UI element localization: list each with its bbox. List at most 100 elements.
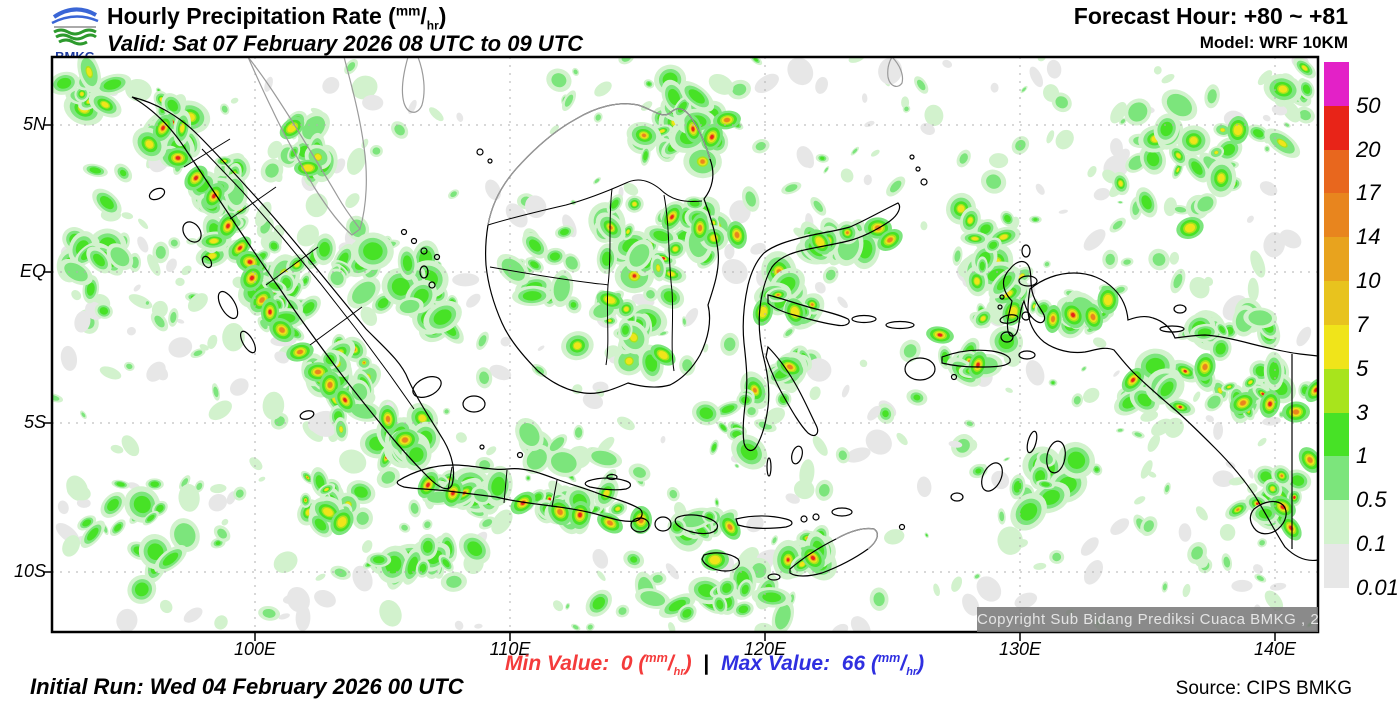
island-obi [1018, 350, 1036, 360]
legend-label-5: 5 [1356, 355, 1369, 381]
min-value-label: Min Value: [505, 652, 610, 675]
border-sumatra-ridge [201, 148, 415, 410]
border-sumatra-cross2 [229, 186, 277, 220]
island-buru [904, 357, 936, 381]
xlabel-100e: 100E [233, 639, 277, 659]
legend-label-0.1: 0.1 [1356, 531, 1387, 557]
border-sumatra-cross1 [183, 138, 231, 168]
border-sumatra-cross3 [265, 246, 319, 286]
min-unit-numerator: mm [645, 651, 668, 665]
legend-color-3 [1324, 368, 1349, 413]
legend-label-50: 50 [1356, 92, 1381, 118]
island-misool [999, 314, 1019, 324]
legend-label-14: 14 [1356, 224, 1381, 250]
island-natuna-2 [487, 158, 493, 164]
map-border [50, 55, 1320, 634]
island-talaud-2 [915, 166, 921, 172]
island-yos-sudarso [1249, 500, 1287, 535]
island-leti [898, 523, 906, 531]
legend-color-1 [1324, 412, 1349, 457]
island-karimunjawa [479, 444, 485, 450]
island-riau-2 [410, 237, 418, 245]
logo-green-wave2 [55, 33, 97, 41]
legend-label-0.5: 0.5 [1356, 487, 1387, 513]
border-java-3 [551, 479, 558, 508]
island-sumbawa [674, 514, 719, 535]
map-svg [43, 55, 1320, 641]
island-seram [941, 349, 1011, 368]
island-sumba [701, 552, 740, 572]
legend-color-10 [1324, 237, 1349, 282]
island-ternate [999, 294, 1005, 300]
island-wetar [831, 507, 853, 517]
border-kalimantan-3 [489, 266, 609, 286]
source-label: Source: CIPS BMKG [1175, 678, 1352, 699]
page-title-text: Hourly Precipitation Rate [107, 3, 382, 29]
initial-run-label: Initial Run: Wed 04 February 2026 00 UTC [30, 674, 464, 699]
island-sula [885, 320, 915, 330]
island-lombok [654, 516, 672, 532]
island-lingga [419, 265, 429, 279]
island-bawean [516, 451, 524, 459]
min-value: Min Value: 0 (mm/hr) [505, 651, 692, 679]
island-waigeo [1018, 275, 1038, 287]
island-enggano [299, 410, 315, 420]
max-unit-denominator: hr [906, 666, 918, 679]
max-value-label: Max Value: [721, 652, 831, 675]
island-sulawesi [742, 202, 901, 452]
border-kalimantan-malaysia [487, 179, 703, 226]
legend-label-3: 3 [1356, 399, 1369, 425]
xlabel-140e: 140E [1253, 639, 1297, 659]
logo-green-wave1 [53, 28, 97, 36]
legend-label-10: 10 [1356, 268, 1381, 294]
legend-color-0.01 [1324, 544, 1349, 588]
copyright-watermark: Copyright Sub Bidang Prediksi Cuaca BMKG… [977, 607, 1318, 632]
island-kai [1026, 430, 1038, 454]
minmax-line: Min Value: 0 (mm/hr) | Max Value: 66 (mm… [505, 651, 924, 678]
valid-time-line: Valid: Sat 07 February 2026 08 UTC to 09… [107, 31, 584, 56]
island-riau-1 [400, 228, 408, 236]
island-bacan [1000, 331, 1014, 343]
page-title: Hourly Precipitation Rate (mm/hr) [107, 3, 447, 33]
island-belitung [462, 395, 486, 413]
coast-mindanao-tip [887, 57, 904, 87]
logo-green-wave3 [58, 38, 88, 46]
island-tidore [997, 304, 1003, 310]
island-nias [182, 221, 202, 243]
legend-color-bar [1324, 62, 1400, 588]
island-riau-4 [433, 253, 441, 261]
islands-layer [131, 57, 1318, 581]
island-morotai [1021, 244, 1031, 258]
ylabel-10s: 10S [13, 561, 46, 581]
island-sulawesi-se-arm [765, 345, 819, 437]
island-alor-1 [800, 515, 808, 523]
min-value-number: 0 [620, 652, 633, 675]
legend-label-0.01: 0.01 [1356, 574, 1399, 600]
border-sumatra-cross4 [309, 306, 363, 346]
island-bali [630, 517, 650, 533]
forecast-hour-label: Forecast Hour: +80 ~ +81 [1073, 3, 1348, 29]
ylabel-5n: 5N [22, 114, 46, 134]
max-value-number: 66 [841, 652, 866, 675]
island-natuna-1 [476, 148, 484, 156]
island-halmahera [1002, 260, 1046, 337]
max-value: Max Value: 66 (mm/hr) [721, 651, 925, 679]
island-aru [1046, 440, 1066, 474]
island-biak [1173, 304, 1187, 314]
min-unit-denominator: hr [673, 666, 685, 679]
precipitation-layer [52, 57, 1318, 632]
bmkg-logo: BMKG [45, 2, 105, 63]
minmax-separator: | [703, 652, 710, 675]
island-sulawesi-east-arm [767, 294, 850, 327]
axis-ticks [43, 124, 1276, 641]
island-ambon [950, 373, 958, 381]
logo-blue-arc [52, 7, 97, 19]
island-alor-2 [812, 513, 820, 521]
xlabel-130e: 130E [998, 639, 1042, 659]
xlabel-110e: 110E [489, 639, 531, 659]
island-buton [791, 445, 803, 465]
ylabel-5s: 5S [23, 412, 46, 432]
island-bangka [412, 376, 442, 398]
legend-label-17: 17 [1356, 180, 1381, 206]
border-java-2 [503, 469, 508, 504]
